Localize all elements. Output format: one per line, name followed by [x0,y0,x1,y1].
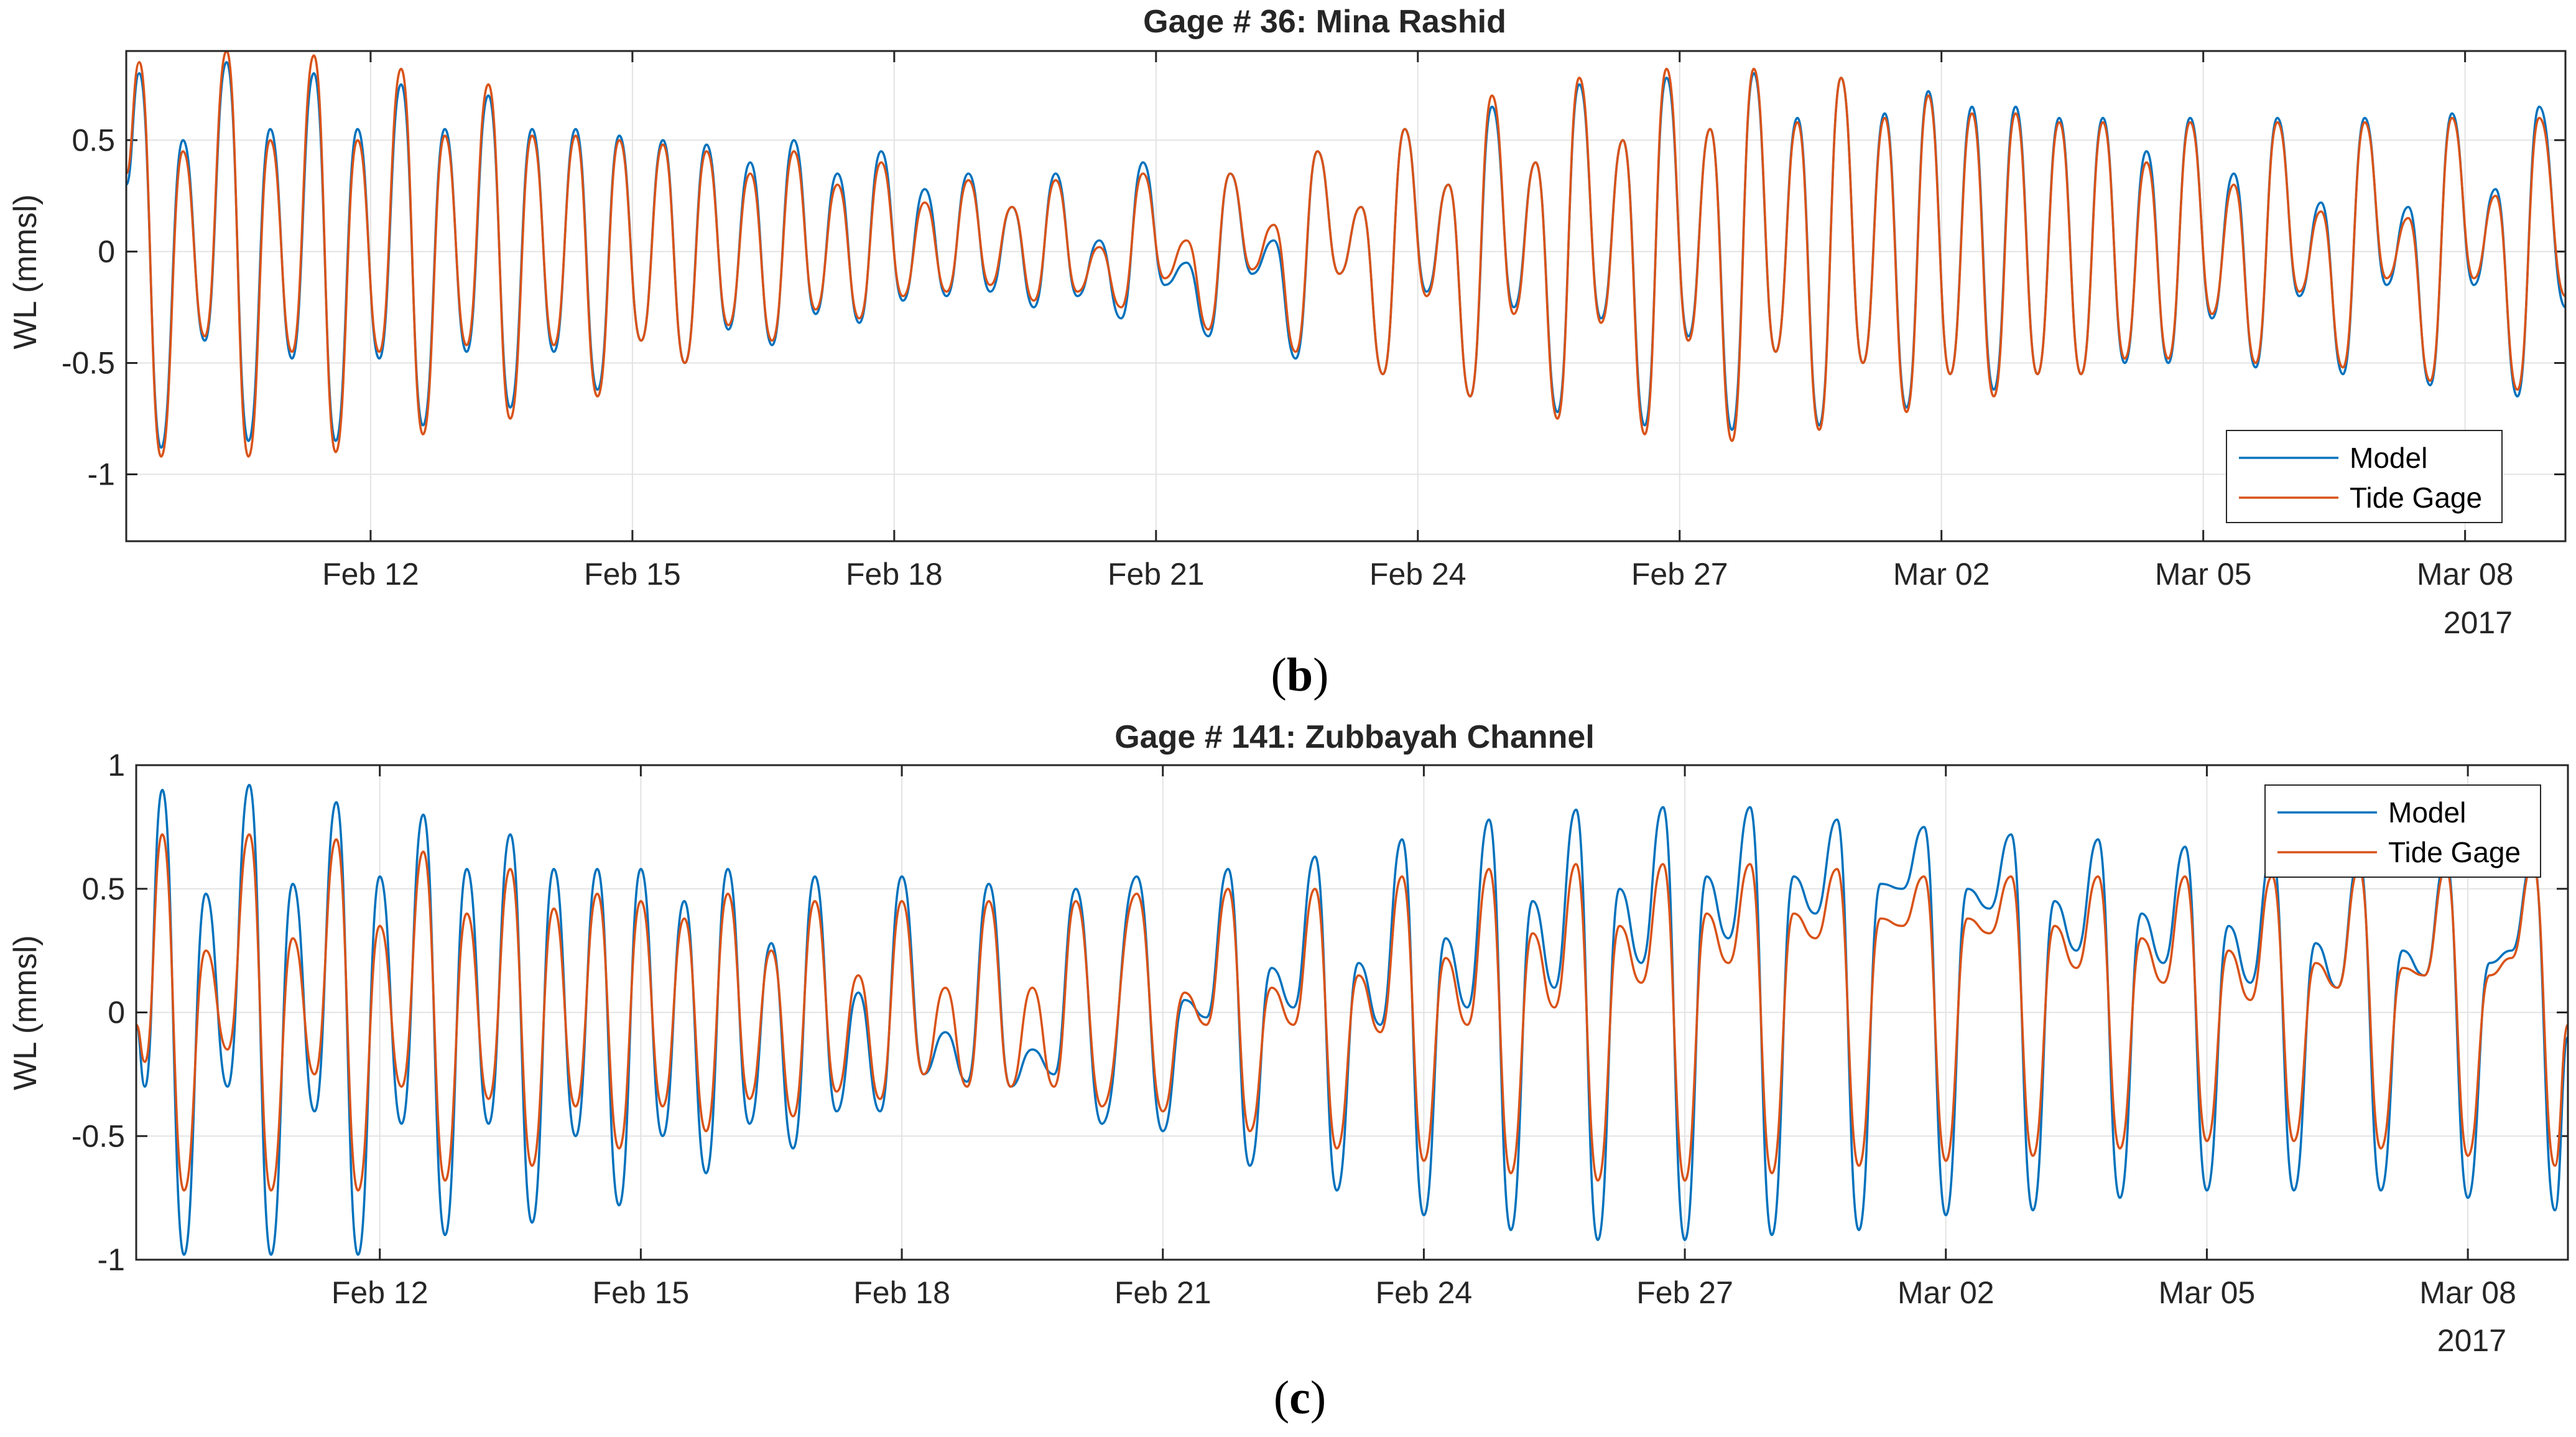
chart-title: Gage # 141: Zubbayah Channel [1114,719,1595,755]
x-tick-label: Feb 24 [1369,557,1466,592]
panel-caption: (b) [1271,649,1329,701]
legend-label-model: Model [2350,442,2427,474]
x-tick-label: Feb 27 [1636,1275,1733,1310]
y-tick-label: -0.5 [62,345,115,380]
x-tick-label: Feb 15 [584,557,681,592]
x-tick-label: Feb 21 [1114,1275,1212,1310]
series-line-tide-gage [126,51,2565,458]
x-tick-label: Feb 15 [593,1275,690,1310]
y-tick-label: 1 [108,748,125,783]
y-ticks: -1 -0.5 0 0.5 [62,123,2565,492]
year-label: 2017 [2437,1323,2506,1358]
year-label: 2017 [2444,605,2513,640]
x-tick-label: Feb 18 [846,557,943,592]
x-tick-label: Feb 27 [1631,557,1728,592]
chart-title: Gage # 36: Mina Rashid [1143,4,1506,40]
chart-panel-mina-rashid: Gage # 36: Mina Rashid WL (mmsl) -1 -0.5 0… [7,4,2567,701]
x-tick-label: Feb 21 [1108,557,1205,592]
legend-label-tide-gage: Tide Gage [2350,481,2482,514]
y-tick-label: -1 [98,1242,125,1277]
x-tick-label: Mar 08 [2417,557,2514,592]
x-tick-label: Feb 12 [322,557,419,592]
legend-label-tide-gage: Tide Gage [2388,836,2521,868]
legend-box [2226,430,2503,523]
x-tick-label: Mar 02 [1893,557,1990,592]
x-tick-label: Mar 08 [2419,1275,2516,1310]
y-tick-label: 0.5 [72,123,115,157]
x-tick-label: Mar 02 [1897,1275,1995,1310]
y-tick-label: 0 [98,234,115,269]
x-tick-label: Mar 05 [2155,557,2252,592]
x-ticks: Feb 12 Feb 15 Feb 18 Feb 21 Feb 24 Feb 27 Mar … [331,765,2516,1310]
axes-box [135,764,2569,1261]
legend-label-model: Model [2388,796,2466,829]
y-tick-label: 0.5 [81,872,125,906]
y-axis-label: WL (mmsl) [7,935,44,1090]
x-tick-label: Feb 12 [331,1275,429,1310]
series-line-tide-gage [136,833,2568,1192]
legend: Model Tide Gage [2264,784,2541,878]
legend: Model Tide Gage [2226,430,2503,523]
series-lines [136,784,2568,1256]
y-tick-label: -0.5 [72,1118,125,1153]
chart-panel-zubbayah-channel: Gage # 141: Zubbayah Channel WL (mmsl) -… [7,719,2569,1424]
x-tick-label: Feb 18 [853,1275,950,1310]
x-ticks: Feb 12 Feb 15 Feb 18 Feb 21 Feb 24 Feb 27 Mar … [322,51,2513,592]
axes-box [125,50,2567,542]
y-axis-label: WL (mmsl) [7,194,44,349]
y-tick-label: 0 [108,995,125,1030]
legend-box [2264,784,2541,878]
x-tick-label: Feb 24 [1376,1275,1473,1310]
y-tick-label: -1 [88,457,115,492]
series-lines [126,51,2565,458]
x-tick-label: Mar 05 [2159,1275,2256,1310]
panel-caption: (c) [1274,1372,1326,1424]
